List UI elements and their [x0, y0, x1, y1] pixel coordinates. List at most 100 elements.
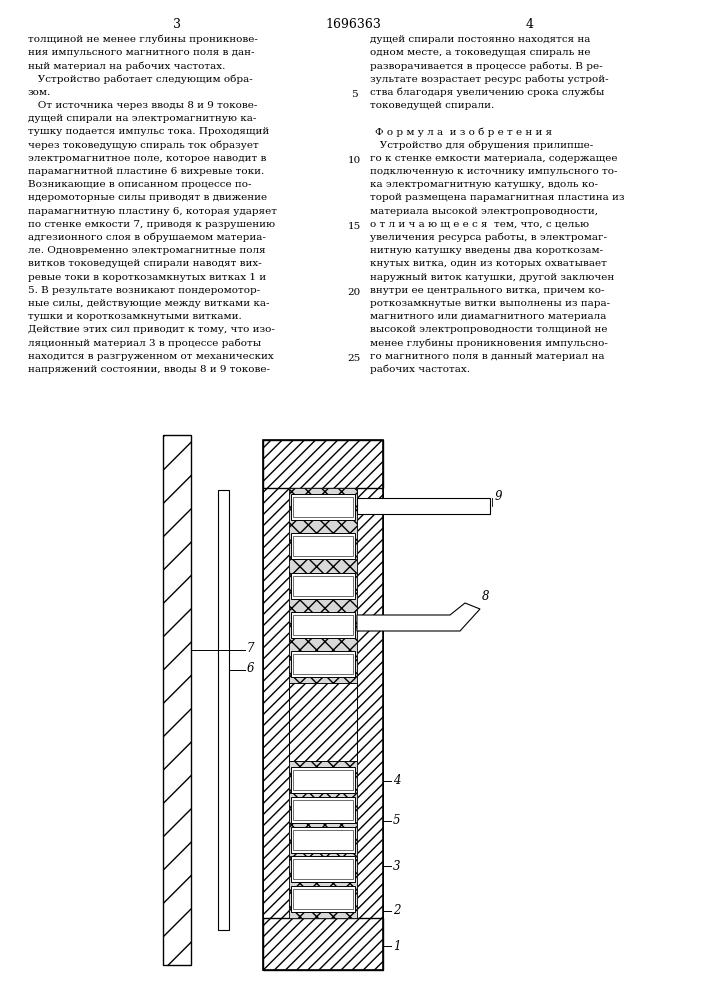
Bar — [291, 572, 355, 598]
Text: 5: 5 — [393, 814, 400, 828]
Text: кнутых витка, один из которых охватывает: кнутых витка, один из которых охватывает — [370, 259, 607, 268]
Bar — [263, 440, 383, 488]
Text: зультате возрастает ресурс работы устрой-: зультате возрастает ресурс работы устрой… — [370, 75, 609, 84]
Text: ле. Одновременно электромагнитные поля: ле. Одновременно электромагнитные поля — [28, 246, 266, 255]
Bar — [291, 856, 355, 882]
Text: 4: 4 — [393, 774, 400, 788]
Bar — [293, 889, 353, 909]
Polygon shape — [357, 498, 490, 514]
Bar — [289, 761, 357, 918]
Text: Устройство работает следующим обра-: Устройство работает следующим обра- — [28, 75, 252, 84]
Text: увеличения ресурса работы, в электромаг-: увеличения ресурса работы, в электромаг- — [370, 233, 607, 242]
Bar — [291, 826, 355, 852]
Text: Ф о р м у л а  и з о б р е т е н и я: Ф о р м у л а и з о б р е т е н и я — [375, 127, 552, 137]
Text: нитную катушку введены два короткозам-: нитную катушку введены два короткозам- — [370, 246, 603, 255]
Bar — [291, 533, 355, 559]
Text: парамагнитной пластине 6 вихревые токи.: парамагнитной пластине 6 вихревые токи. — [28, 167, 264, 176]
Bar — [263, 488, 289, 918]
Bar — [291, 612, 355, 638]
Bar — [163, 435, 191, 965]
Text: витков токоведущей спирали наводят вих-: витков токоведущей спирали наводят вих- — [28, 259, 262, 268]
Bar — [289, 488, 357, 683]
Text: 6: 6 — [247, 662, 255, 676]
Bar — [289, 683, 357, 761]
Bar — [293, 654, 353, 674]
Text: ные силы, действующие между витками ка-: ные силы, действующие между витками ка- — [28, 299, 269, 308]
Text: 3: 3 — [173, 18, 181, 31]
Text: рабочих частотах.: рабочих частотах. — [370, 365, 470, 374]
Text: 3: 3 — [393, 859, 400, 872]
Bar — [293, 615, 353, 635]
Text: 5. В результате возникают пондеромотор-: 5. В результате возникают пондеромотор- — [28, 286, 260, 295]
Text: 8: 8 — [482, 590, 489, 603]
Bar — [263, 488, 289, 918]
Bar — [293, 830, 353, 850]
Text: ства благодаря увеличению срока службы: ства благодаря увеличению срока службы — [370, 88, 604, 97]
Text: электромагнитное поле, которое наводит в: электромагнитное поле, которое наводит в — [28, 154, 267, 163]
Text: подключенную к источнику импульсного то-: подключенную к источнику импульсного то- — [370, 167, 617, 176]
Bar — [291, 797, 355, 823]
Text: токоведущей спирали.: токоведущей спирали. — [370, 101, 494, 110]
Bar — [293, 497, 353, 517]
Text: менее глубины проникновения импульсно-: менее глубины проникновения импульсно- — [370, 339, 608, 348]
Bar — [293, 536, 353, 556]
Text: о т л и ч а ю щ е е с я  тем, что, с целью: о т л и ч а ю щ е е с я тем, что, с цель… — [370, 220, 589, 229]
Text: ревые токи в короткозамкнутых витках 1 и: ревые токи в короткозамкнутых витках 1 и — [28, 273, 266, 282]
Bar — [291, 886, 355, 912]
Bar — [163, 435, 191, 965]
Text: ляционный материал 3 в процессе работы: ляционный материал 3 в процессе работы — [28, 339, 261, 348]
Polygon shape — [357, 603, 480, 631]
Text: дущей спирали постоянно находятся на: дущей спирали постоянно находятся на — [370, 35, 590, 44]
Text: одном месте, а токоведущая спираль не: одном месте, а токоведущая спираль не — [370, 48, 590, 57]
Text: Возникающие в описанном процессе по-: Возникающие в описанном процессе по- — [28, 180, 252, 189]
Text: толщиной не менее глубины проникнове-: толщиной не менее глубины проникнове- — [28, 35, 258, 44]
Text: 9: 9 — [495, 489, 503, 502]
Text: 7: 7 — [247, 643, 255, 656]
Text: го магнитного поля в данный материал на: го магнитного поля в данный материал на — [370, 352, 604, 361]
Bar — [263, 918, 383, 970]
Bar — [263, 440, 383, 970]
Text: Действие этих сил приводит к тому, что изо-: Действие этих сил приводит к тому, что и… — [28, 325, 275, 334]
Text: напряжений состоянии, вводы 8 и 9 токове-: напряжений состоянии, вводы 8 и 9 токове… — [28, 365, 270, 374]
Text: го к стенке емкости материала, содержащее: го к стенке емкости материала, содержаще… — [370, 154, 617, 163]
Text: 15: 15 — [347, 222, 361, 231]
Text: роткозамкнутые витки выполнены из пара-: роткозамкнутые витки выполнены из пара- — [370, 299, 610, 308]
Text: дущей спирали на электромагнитную ка-: дущей спирали на электромагнитную ка- — [28, 114, 257, 123]
Text: зом.: зом. — [28, 88, 51, 97]
Text: торой размещена парамагнитная пластина из: торой размещена парамагнитная пластина и… — [370, 193, 624, 202]
Text: материала высокой электропроводности,: материала высокой электропроводности, — [370, 207, 598, 216]
Text: магнитного или диамагнитного материала: магнитного или диамагнитного материала — [370, 312, 607, 321]
Text: Устройство для обрушения прилипше-: Устройство для обрушения прилипше- — [370, 141, 593, 150]
Bar — [357, 488, 383, 918]
Text: 2: 2 — [393, 904, 400, 918]
Text: ндеромоторные силы приводят в движение: ндеромоторные силы приводят в движение — [28, 193, 267, 202]
Text: наружный виток катушки, другой заключен: наружный виток катушки, другой заключен — [370, 273, 614, 282]
Bar — [293, 859, 353, 879]
Text: ный материал на рабочих частотах.: ный материал на рабочих частотах. — [28, 61, 226, 71]
Bar — [218, 490, 229, 930]
Bar — [291, 651, 355, 677]
Text: разворачивается в процессе работы. В ре-: разворачивается в процессе работы. В ре- — [370, 61, 602, 71]
Bar — [263, 918, 383, 970]
Text: находится в разгруженном от механических: находится в разгруженном от механических — [28, 352, 274, 361]
Text: От источника через вводы 8 и 9 токове-: От источника через вводы 8 и 9 токове- — [28, 101, 257, 110]
Bar — [263, 440, 383, 488]
Text: ка электромагнитную катушку, вдоль ко-: ка электромагнитную катушку, вдоль ко- — [370, 180, 598, 189]
Text: внутри ее центрального витка, причем ко-: внутри ее центрального витка, причем ко- — [370, 286, 604, 295]
Text: 25: 25 — [347, 354, 361, 363]
Text: тушку подается импульс тока. Проходящий: тушку подается импульс тока. Проходящий — [28, 127, 269, 136]
Bar — [289, 683, 357, 761]
Text: ния импульсного магнитного поля в дан-: ния импульсного магнитного поля в дан- — [28, 48, 255, 57]
Text: высокой электропроводности толщиной не: высокой электропроводности толщиной не — [370, 325, 607, 334]
Text: адгезионного слоя в обрушаемом материа-: адгезионного слоя в обрушаемом материа- — [28, 233, 266, 242]
Text: 5: 5 — [351, 90, 357, 99]
Bar — [293, 800, 353, 820]
Bar — [293, 576, 353, 595]
Bar — [291, 767, 355, 793]
Text: через токоведущую спираль ток образует: через токоведущую спираль ток образует — [28, 141, 259, 150]
Text: 4: 4 — [526, 18, 534, 31]
Text: 10: 10 — [347, 156, 361, 165]
Bar — [291, 494, 355, 520]
Text: по стенке емкости 7, приводя к разрушению: по стенке емкости 7, приводя к разрушени… — [28, 220, 275, 229]
Text: тушки и короткозамкнутыми витками.: тушки и короткозамкнутыми витками. — [28, 312, 242, 321]
